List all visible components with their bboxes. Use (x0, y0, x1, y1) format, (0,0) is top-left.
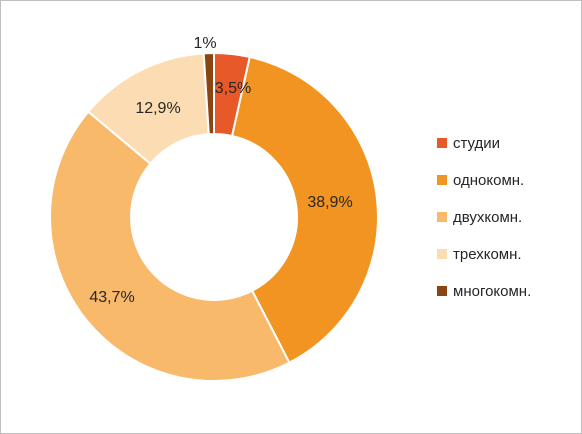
legend-label-studii: студии (453, 134, 501, 152)
legend-item-dvukhkomn: двухкомн. (437, 205, 522, 229)
data-label-dvukhkomn: 43,7% (89, 289, 134, 306)
legend-swatch-trekhkomn (437, 249, 447, 259)
data-label-odnokomn: 38,9% (307, 194, 352, 211)
data-label-mnogokomn: 1% (193, 35, 216, 52)
legend-label-mnogokomn: многокомн. (453, 282, 532, 300)
legend-swatch-dvukhkomn (437, 212, 447, 222)
legend-item-mnogokomn: многокомн. (437, 279, 531, 303)
data-label-trekhkomn: 12,9% (135, 100, 180, 117)
legend-label-trekhkomn: трехкомн. (453, 245, 522, 263)
legend-item-trekhkomn: трехкомн. (437, 242, 522, 266)
data-label-studii: 3,5% (215, 80, 251, 97)
slice-odnokomn (230, 55, 379, 365)
slice-mnogokomn (202, 51, 215, 136)
legend-item-studii: студии (437, 131, 500, 155)
legend-item-odnokomn: однокомн. (437, 168, 524, 192)
legend-swatch-studii (437, 138, 447, 148)
legend-swatch-mnogokomn (437, 286, 447, 296)
legend-label-dvukhkomn: двухкомн. (453, 208, 523, 226)
chart-slices (49, 51, 379, 382)
slice-dvukhkomn (49, 110, 291, 382)
legend-label-odnokomn: однокомн. (453, 171, 525, 189)
legend-swatch-odnokomn (437, 175, 447, 185)
chart-data-labels: 3,5% 38,9% 43,7% 12,9% 1% (89, 35, 352, 306)
